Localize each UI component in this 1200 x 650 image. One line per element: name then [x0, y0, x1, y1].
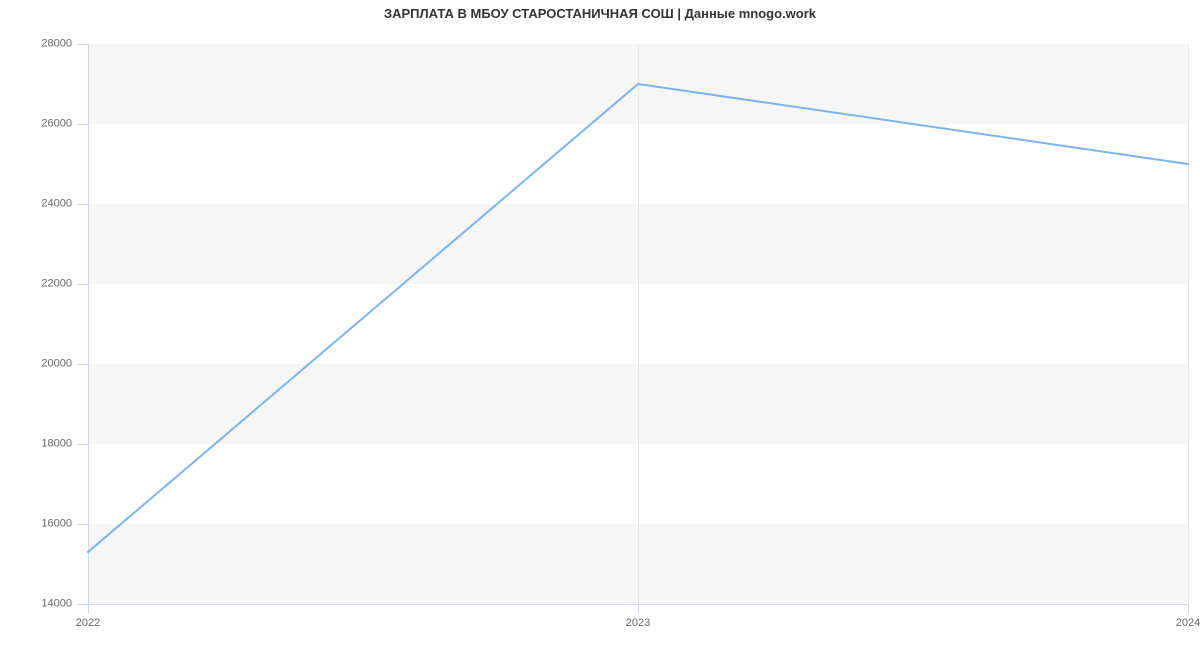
x-tick-label: 2024 [1176, 618, 1200, 629]
x-tick [88, 604, 89, 614]
y-tick-label: 14000 [41, 599, 72, 610]
y-tick [78, 604, 88, 605]
y-tick [78, 444, 88, 445]
y-tick-label: 18000 [41, 439, 72, 450]
line-series [88, 44, 1188, 604]
y-tick-label: 26000 [41, 119, 72, 130]
y-tick-label: 16000 [41, 519, 72, 530]
plot-area: 1400016000180002000022000240002600028000… [88, 44, 1188, 604]
salary-line-chart: ЗАРПЛАТА В МБОУ СТАРОСТАНИЧНАЯ СОШ | Дан… [0, 0, 1200, 650]
chart-title: ЗАРПЛАТА В МБОУ СТАРОСТАНИЧНАЯ СОШ | Дан… [0, 6, 1200, 21]
y-tick [78, 524, 88, 525]
y-tick-label: 20000 [41, 359, 72, 370]
y-tick-label: 22000 [41, 279, 72, 290]
y-tick [78, 364, 88, 365]
y-tick [78, 284, 88, 285]
x-tick-label: 2022 [76, 618, 100, 629]
y-tick-label: 28000 [41, 39, 72, 50]
y-tick-label: 24000 [41, 199, 72, 210]
y-tick [78, 44, 88, 45]
y-tick [78, 204, 88, 205]
y-tick [78, 124, 88, 125]
grid-vertical [1188, 44, 1189, 604]
x-tick [638, 604, 639, 614]
x-tick [1188, 604, 1189, 614]
x-tick-label: 2023 [626, 618, 650, 629]
